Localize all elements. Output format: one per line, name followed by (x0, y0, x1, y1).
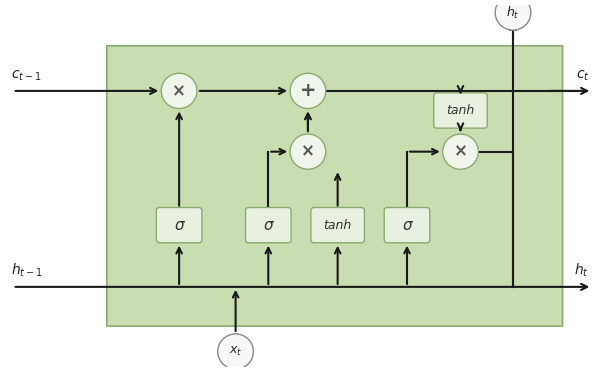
FancyBboxPatch shape (245, 208, 291, 243)
Text: ×: × (454, 143, 467, 161)
Text: $h_{t-1}$: $h_{t-1}$ (11, 262, 43, 279)
Text: $h_t$: $h_t$ (574, 262, 589, 279)
Text: σ: σ (263, 218, 273, 233)
Text: σ: σ (175, 218, 184, 233)
Text: σ: σ (402, 218, 412, 233)
Circle shape (290, 134, 326, 169)
Circle shape (495, 0, 531, 30)
Text: $c_{t-1}$: $c_{t-1}$ (11, 69, 41, 83)
FancyBboxPatch shape (107, 46, 563, 326)
Text: ×: × (301, 143, 315, 161)
FancyBboxPatch shape (384, 208, 430, 243)
FancyBboxPatch shape (434, 93, 487, 128)
FancyBboxPatch shape (311, 208, 364, 243)
Text: $h_t$: $h_t$ (506, 4, 520, 21)
Text: ×: × (172, 82, 186, 100)
Text: +: + (299, 81, 316, 100)
Text: $x_t$: $x_t$ (229, 345, 242, 358)
Text: tanh: tanh (446, 104, 475, 117)
Circle shape (443, 134, 478, 169)
Text: $c_t$: $c_t$ (575, 69, 589, 83)
Circle shape (218, 334, 253, 369)
Circle shape (161, 73, 197, 108)
Text: tanh: tanh (323, 219, 352, 232)
Circle shape (290, 73, 326, 108)
FancyBboxPatch shape (157, 208, 202, 243)
